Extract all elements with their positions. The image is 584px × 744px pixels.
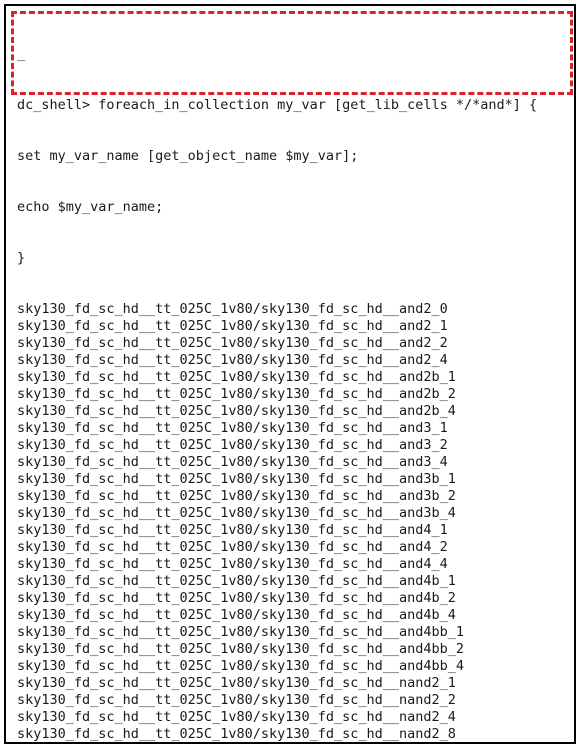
output-line: sky130_fd_sc_hd__tt_025C_1v80/sky130_fd_…: [17, 641, 465, 657]
output-line: sky130_fd_sc_hd__tt_025C_1v80/sky130_fd_…: [17, 420, 448, 436]
output-line: sky130_fd_sc_hd__tt_025C_1v80/sky130_fd_…: [17, 607, 456, 623]
output-line: sky130_fd_sc_hd__tt_025C_1v80/sky130_fd_…: [17, 692, 456, 708]
command-line: set my_var_name [get_object_name $my_var…: [17, 148, 359, 164]
output-line: sky130_fd_sc_hd__tt_025C_1v80/sky130_fd_…: [17, 369, 456, 385]
output-line: sky130_fd_sc_hd__tt_025C_1v80/sky130_fd_…: [17, 437, 448, 453]
output-line: sky130_fd_sc_hd__tt_025C_1v80/sky130_fd_…: [17, 726, 456, 742]
output-line: sky130_fd_sc_hd__tt_025C_1v80/sky130_fd_…: [17, 573, 456, 589]
output-line: sky130_fd_sc_hd__tt_025C_1v80/sky130_fd_…: [17, 522, 448, 538]
output-line: sky130_fd_sc_hd__tt_025C_1v80/sky130_fd_…: [17, 590, 456, 606]
command-line: dc_shell> foreach_in_collection my_var […: [17, 97, 538, 113]
output-line: sky130_fd_sc_hd__tt_025C_1v80/sky130_fd_…: [17, 488, 456, 504]
output-line: sky130_fd_sc_hd__tt_025C_1v80/sky130_fd_…: [17, 675, 456, 691]
output-line: sky130_fd_sc_hd__tt_025C_1v80/sky130_fd_…: [17, 386, 456, 402]
output-line: sky130_fd_sc_hd__tt_025C_1v80/sky130_fd_…: [17, 403, 456, 419]
output-line: sky130_fd_sc_hd__tt_025C_1v80/sky130_fd_…: [17, 709, 456, 725]
output-line: sky130_fd_sc_hd__tt_025C_1v80/sky130_fd_…: [17, 658, 465, 674]
output-line: sky130_fd_sc_hd__tt_025C_1v80/sky130_fd_…: [17, 556, 448, 572]
output-line: sky130_fd_sc_hd__tt_025C_1v80/sky130_fd_…: [17, 539, 448, 555]
output-line: sky130_fd_sc_hd__tt_025C_1v80/sky130_fd_…: [17, 352, 448, 368]
output-line: sky130_fd_sc_hd__tt_025C_1v80/sky130_fd_…: [17, 454, 448, 470]
output-line: sky130_fd_sc_hd__tt_025C_1v80/sky130_fd_…: [17, 624, 465, 640]
output-line: sky130_fd_sc_hd__tt_025C_1v80/sky130_fd_…: [17, 335, 448, 351]
terminal-output: _ dc_shell> foreach_in_collection my_var…: [17, 12, 538, 742]
output-line: sky130_fd_sc_hd__tt_025C_1v80/sky130_fd_…: [17, 505, 456, 521]
command-line: echo $my_var_name;: [17, 199, 164, 215]
terminal-window[interactable]: _ dc_shell> foreach_in_collection my_var…: [4, 4, 576, 744]
output-line: sky130_fd_sc_hd__tt_025C_1v80/sky130_fd_…: [17, 301, 448, 317]
command-result-list: sky130_fd_sc_hd__tt_025C_1v80/sky130_fd_…: [17, 301, 537, 742]
output-line: sky130_fd_sc_hd__tt_025C_1v80/sky130_fd_…: [17, 318, 448, 334]
cursor-line: _: [17, 46, 26, 62]
command-line: }: [17, 250, 26, 266]
output-line: sky130_fd_sc_hd__tt_025C_1v80/sky130_fd_…: [17, 471, 456, 487]
